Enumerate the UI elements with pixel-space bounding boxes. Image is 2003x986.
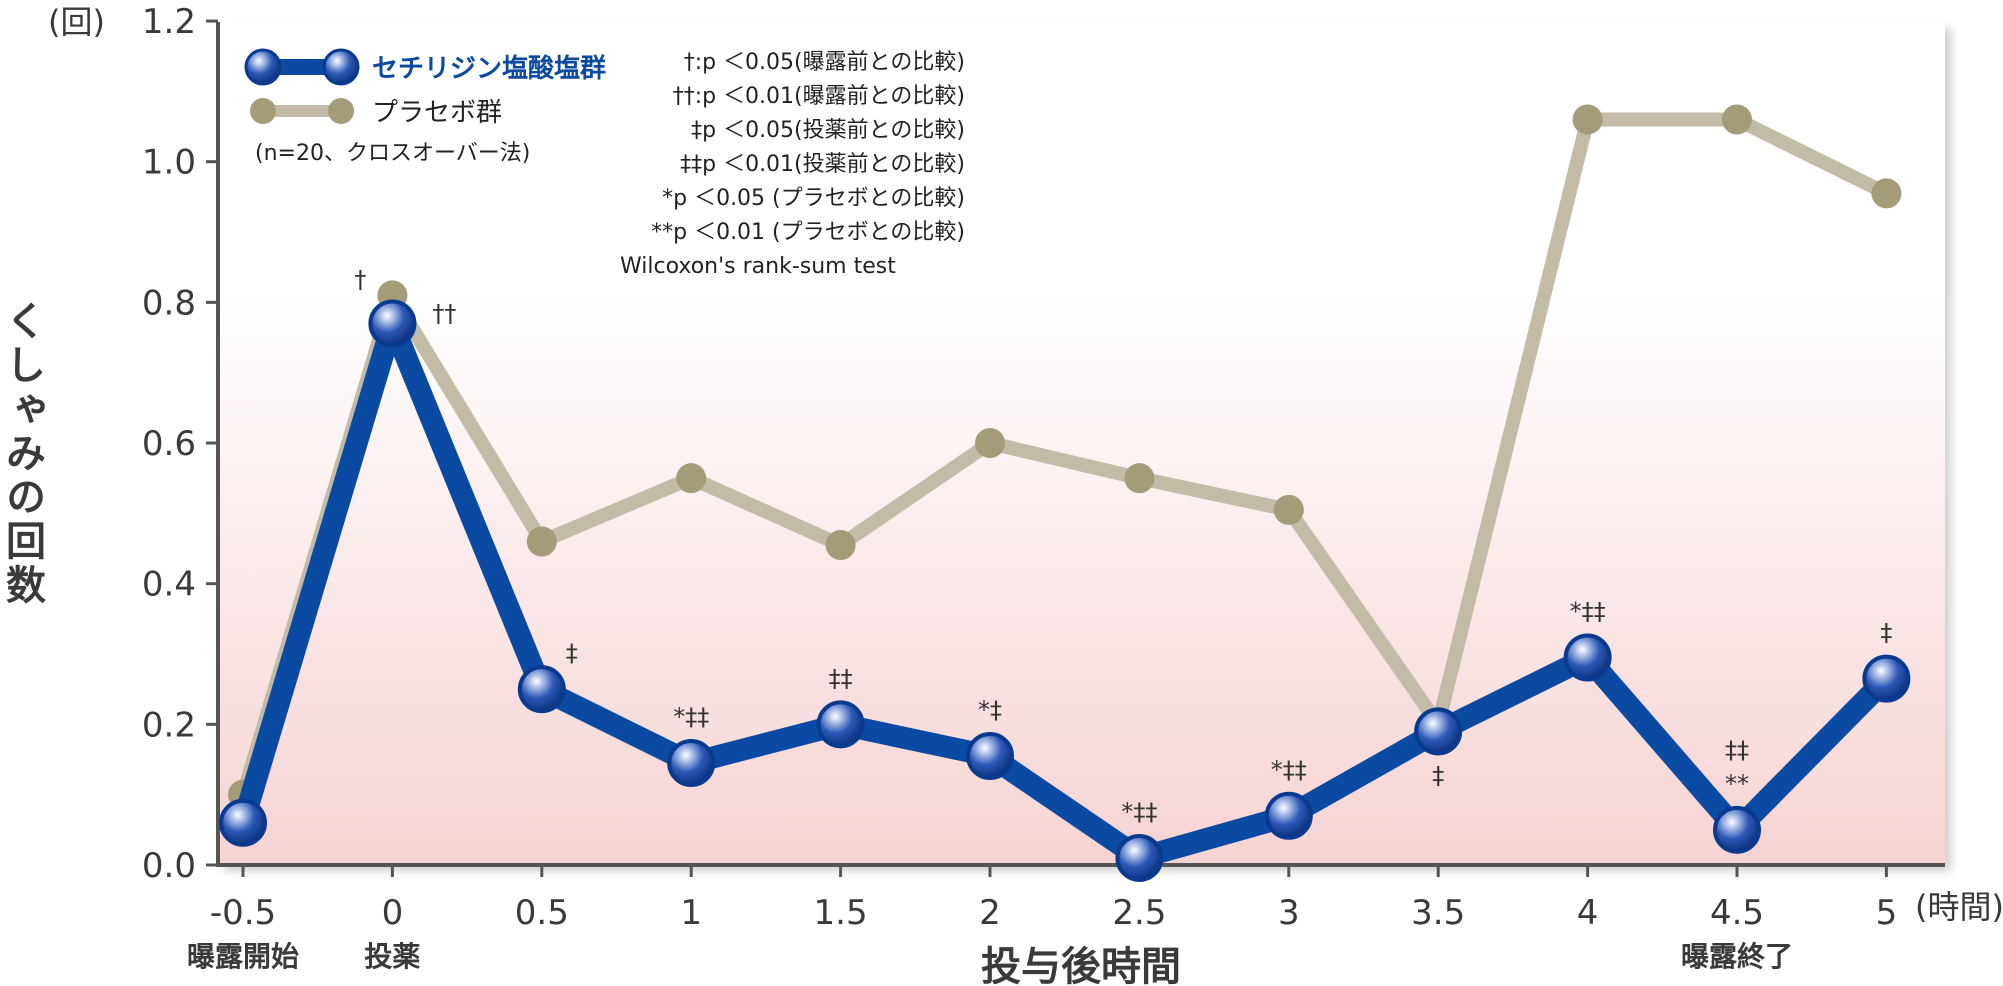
legend-cetirizine-marker bbox=[322, 48, 360, 86]
legend-cetirizine-marker bbox=[244, 48, 282, 86]
significance-note: ‡‡p ＜0.01(投薬前との比較) bbox=[680, 152, 965, 177]
significance-mark: *‡ bbox=[978, 696, 1002, 724]
x-tick-label: 2.5 bbox=[1112, 893, 1166, 933]
x-axis-label: 投与後時間 bbox=[981, 944, 1181, 986]
x-unit-label: (時間) bbox=[1915, 888, 2003, 926]
y-unit-label: (回) bbox=[48, 3, 105, 41]
significance-mark: † bbox=[354, 265, 366, 293]
legend-placebo-label: プラセボ群 bbox=[372, 98, 502, 128]
cetirizine-point bbox=[1264, 791, 1313, 840]
cetirizine-point bbox=[1414, 707, 1463, 756]
y-axis-label: くしゃみの回数 bbox=[0, 300, 46, 608]
significance-note: **p ＜0.01 (プラセボとの比較) bbox=[651, 220, 965, 245]
series-layer bbox=[219, 104, 1911, 882]
placebo-point bbox=[1871, 178, 1902, 209]
significance-note: Wilcoxon's rank-sum test bbox=[620, 254, 896, 279]
cetirizine-point bbox=[966, 731, 1014, 780]
y-tick-label: 0.0 bbox=[142, 846, 196, 886]
x-tick-label: -0.5 bbox=[210, 893, 276, 933]
significance-note: †:p ＜0.05(曝露前との比較) bbox=[684, 50, 965, 75]
cetirizine-point bbox=[368, 299, 417, 348]
placebo-point bbox=[676, 463, 707, 494]
legend-cetirizine-label: セチリジン塩酸塩群 bbox=[372, 54, 606, 84]
y-tick-label: 1.2 bbox=[142, 2, 196, 42]
placebo-point bbox=[526, 526, 557, 557]
x-tick-label: 0.5 bbox=[515, 893, 569, 933]
significance-note: ††:p ＜0.01(曝露前との比較) bbox=[673, 84, 965, 109]
x-sublabel: 曝露終了 bbox=[1681, 940, 1793, 973]
x-tick-label: 4 bbox=[1577, 893, 1599, 933]
significance-note: *p ＜0.05 (プラセボとの比較) bbox=[662, 186, 965, 211]
significance-mark: *‡‡ bbox=[673, 703, 709, 731]
significance-notes: †:p ＜0.05(曝露前との比較) ††:p ＜0.01(曝露前との比較) ‡p … bbox=[620, 50, 965, 279]
placebo-point bbox=[1572, 104, 1603, 135]
x-sublabel: 投薬 bbox=[364, 940, 420, 973]
placebo-point bbox=[825, 529, 856, 560]
x-tick-label: 1 bbox=[680, 893, 702, 933]
x-tick-label: 2 bbox=[979, 893, 1001, 933]
x-tick-label: 0 bbox=[382, 893, 404, 933]
significance-mark: *‡‡ bbox=[1121, 798, 1157, 826]
y-axis-ticks: 0.0 0.2 0.4 0.6 0.8 1.0 1.2 bbox=[142, 2, 218, 886]
significance-mark: *‡‡ bbox=[1570, 598, 1606, 626]
cetirizine-point bbox=[1115, 833, 1164, 882]
y-tick-label: 0.2 bbox=[142, 705, 196, 745]
legend-placebo-marker bbox=[250, 98, 276, 124]
x-sublabel: 曝露開始 bbox=[187, 940, 299, 973]
placebo-point bbox=[1124, 463, 1155, 494]
x-axis-ticks: -0.5 0 0.5 1 1.5 2 2.5 3 3.5 4 4.5 5 bbox=[210, 865, 1897, 933]
significance-mark: ‡ bbox=[566, 639, 578, 667]
y-tick-label: 0.4 bbox=[142, 565, 196, 605]
significance-mark: ‡ bbox=[1880, 619, 1892, 647]
significance-mark: †† bbox=[432, 299, 456, 327]
y-tick-label: 0.8 bbox=[142, 283, 196, 323]
significance-mark: *‡‡ bbox=[1271, 756, 1307, 784]
legend-placebo-marker bbox=[328, 98, 354, 124]
legend-n-note: (n=20、クロスオーバー法) bbox=[255, 141, 530, 166]
cetirizine-point bbox=[1862, 654, 1911, 703]
significance-mark: ‡‡ bbox=[1725, 736, 1749, 764]
y-tick-label: 0.6 bbox=[142, 424, 196, 464]
x-tick-label: 5 bbox=[1876, 893, 1898, 933]
x-tick-label: 4.5 bbox=[1710, 893, 1764, 933]
cetirizine-point bbox=[517, 665, 566, 714]
significance-note: ‡p ＜0.05(投薬前との比較) bbox=[691, 118, 965, 143]
x-sublabels: 曝露開始 投薬 曝露終了 bbox=[187, 940, 1793, 973]
cetirizine-series-line bbox=[232, 312, 1895, 869]
placebo-series-line bbox=[236, 112, 1890, 797]
x-tick-label: 3 bbox=[1278, 893, 1300, 933]
cetirizine-point bbox=[1713, 805, 1761, 854]
placebo-point bbox=[975, 428, 1005, 459]
legend: セチリジン塩酸塩群 プラセボ群 (n=20、クロスオーバー法) bbox=[244, 48, 606, 166]
significance-marks: †††‡*‡‡‡‡*‡*‡‡*‡‡ ‡*‡‡‡‡**‡ bbox=[354, 265, 1892, 826]
x-tick-label: 3.5 bbox=[1411, 893, 1465, 933]
cetirizine-point bbox=[219, 798, 267, 847]
placebo-point bbox=[1273, 494, 1304, 525]
cetirizine-point bbox=[667, 739, 716, 788]
cetirizine-point bbox=[1563, 633, 1612, 682]
x-tick-label: 1.5 bbox=[814, 893, 868, 933]
y-tick-label: 1.0 bbox=[142, 143, 196, 183]
significance-mark: ** bbox=[1725, 770, 1749, 798]
significance-mark: ‡‡ bbox=[829, 664, 853, 692]
cetirizine-point bbox=[816, 700, 865, 749]
placebo-point bbox=[1722, 104, 1752, 135]
significance-mark: ‡ bbox=[1432, 761, 1444, 789]
